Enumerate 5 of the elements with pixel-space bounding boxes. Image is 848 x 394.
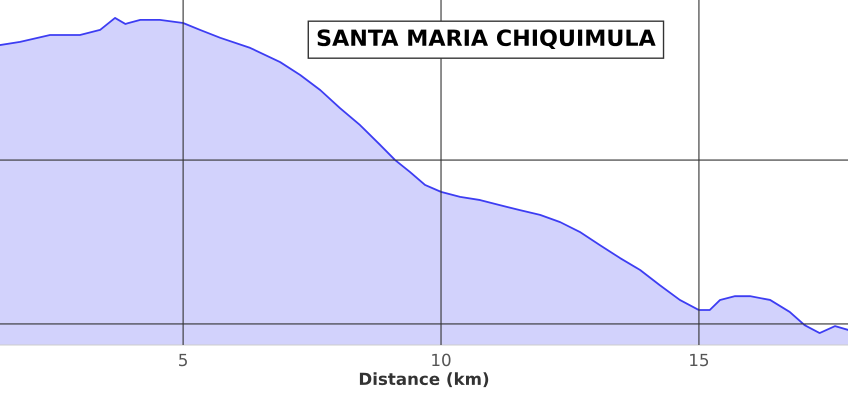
x-tick-label: 10	[432, 354, 451, 366]
x-axis-title: Distance (km)	[360, 372, 488, 388]
x-tick-label: 5	[179, 354, 187, 366]
x-tick-label: 15	[690, 354, 708, 366]
chart-title: SANTA MARIA CHIQUIMULA	[318, 29, 656, 50]
